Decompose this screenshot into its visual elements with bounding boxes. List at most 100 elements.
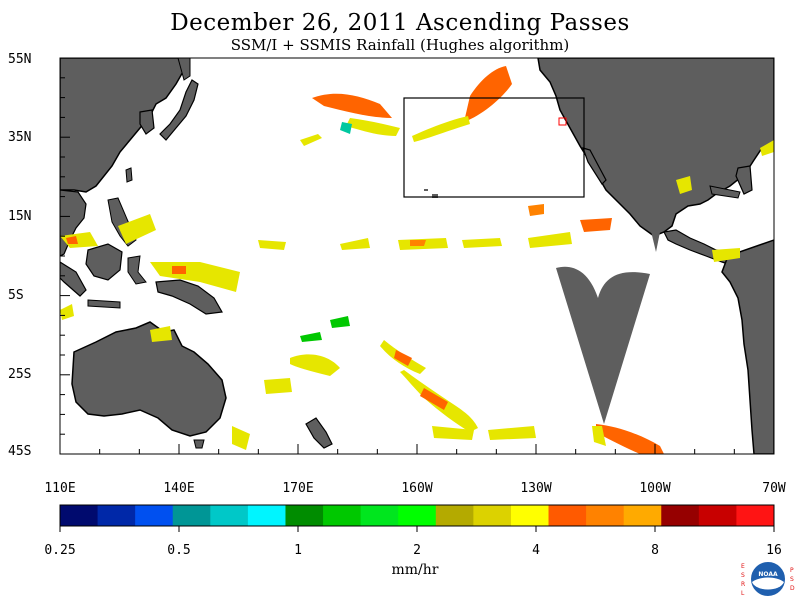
rain-band [592,426,606,446]
rain-band [488,426,536,440]
map-title: December 26, 2011 Ascending Passes [170,10,630,36]
south-america-landmass [721,239,774,454]
logo-left-letter: L [741,590,745,597]
rain-band [340,238,370,250]
rain-band [330,316,350,328]
rain-band [118,214,156,244]
lon-label: 100W [639,481,671,496]
tasmania-island [193,439,205,449]
region-box [403,97,585,198]
longitude-ticks [59,444,775,454]
latitude-ticks [60,57,70,455]
logo-right-letter: D [790,585,795,592]
colorbar-swatch [135,505,174,526]
rain-band [300,134,322,146]
lon-label: 160W [401,481,433,496]
rain-band [712,248,740,262]
colorbar-tick-label: 2 [413,543,421,558]
colorbar-swatch [510,505,550,526]
colorbar-swatch [323,505,362,526]
asia-landmass [60,58,187,193]
rain-band [580,218,612,232]
colorbar-swatch [548,505,587,526]
colorbar-swatch [210,505,249,526]
logo-right-letter: P [790,567,794,574]
colorbar-tick-label: 16 [766,543,782,558]
land-layer [60,58,774,454]
colorbar-swatch [435,505,474,526]
lat-label: 25S [8,367,32,382]
rain-band [432,426,474,440]
logo-right-letter: S [790,576,794,583]
florida-landmass [735,165,753,195]
rain-band [410,240,426,246]
lon-label: 130W [520,481,552,496]
colorbar-swatch [586,505,625,526]
colorbar [59,504,775,532]
rain-band [150,326,172,342]
hawaii-island [424,189,428,191]
lat-label: 5S [8,288,24,303]
rain-band [312,93,392,118]
logo-left-letter: E [741,563,745,570]
swath-gap-north [644,202,666,252]
australia-landmass [71,321,227,437]
new-zealand-islands [305,417,333,449]
logo-center-text: NOAA [758,571,778,578]
rain-band [232,426,250,450]
colorbar-tick-label: 8 [651,543,659,558]
colorbar-tick-label: 0.5 [167,543,191,558]
colorbar-tick-label: 0.25 [44,543,76,558]
rain-band [760,140,774,156]
colorbar-swatch [473,505,512,526]
rain-band [596,424,664,454]
java-island [87,299,121,309]
colorbar-tick-label: 1 [294,543,302,558]
baja-peninsula [582,147,607,185]
taiwan-island [125,167,133,183]
location-marker [558,117,567,126]
colorbar-swatch [360,505,399,526]
colorbar-swatch [698,505,737,526]
rain-band [528,204,544,216]
rain-band [464,66,512,122]
map-subtitle: SSM/I + SSMIS Rainfall (Hughes algorithm… [230,36,570,54]
rain-band [394,350,412,366]
logo-left-letter: S [741,572,745,579]
colorbar-swatch [97,505,136,526]
rain-band [300,332,322,342]
lon-label: 70W [762,481,786,496]
colorbar-swatch [60,505,99,526]
rain-band [420,388,448,410]
sumatra-island [60,261,87,297]
rain-band [60,304,74,320]
island-cuba [709,185,741,199]
colorbar-swatch [172,505,211,526]
hawaii-island [432,194,438,198]
colorbar-swatch [247,505,286,526]
rain-band [462,238,502,248]
rain-band [528,232,572,248]
new-guinea-island [155,279,223,315]
colorbar-swatch [398,505,437,526]
lat-label: 15N [8,209,32,224]
rain-band [172,266,186,274]
rain-band [290,354,340,376]
sakhalin-island [177,58,191,81]
sulawesi-island [127,255,147,285]
rain-band [346,118,400,136]
japan-islands [159,79,199,141]
borneo-island [85,243,123,281]
rain-band [340,122,352,134]
korea-peninsula [139,109,155,135]
colorbar-swatch [736,505,775,526]
logo-left-letter: R [741,581,745,588]
lat-label: 35N [8,130,32,145]
colorbar-swatch [285,505,324,526]
rain-band [676,176,692,194]
colorbar-swatch [623,505,662,526]
lon-label: 140E [163,481,195,496]
swath-gap-south [556,266,650,424]
colorbar-tick-label: 4 [532,543,540,558]
